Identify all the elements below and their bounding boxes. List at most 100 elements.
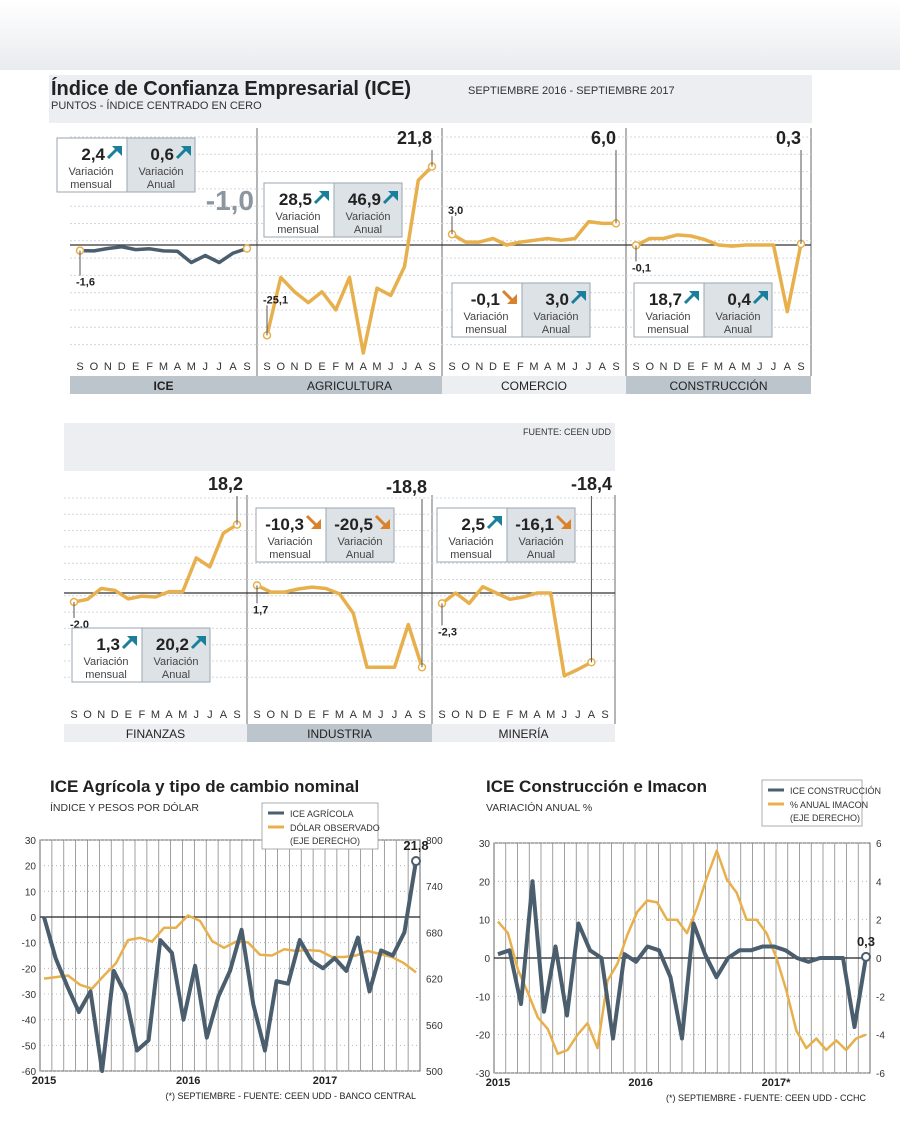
category-band — [257, 376, 442, 394]
left-axis-tick: -20 — [476, 1031, 491, 1042]
category-label: MINERÍA — [498, 726, 548, 741]
end-point-marker — [242, 244, 252, 253]
month-tick-label: M — [178, 709, 187, 721]
variation-mensual-label: Variación — [645, 311, 690, 323]
month-tick-label: S — [76, 361, 83, 373]
series-line-comercio — [451, 219, 616, 247]
month-tick-label: E — [132, 361, 139, 373]
variation-anual-label: Anual — [147, 179, 175, 191]
variation-mensual-value: -0,1 — [471, 290, 500, 309]
end-point-marker — [411, 856, 421, 867]
variation-anual-label: Variación — [138, 166, 183, 178]
left-axis-tick: -60 — [22, 1067, 37, 1078]
variation-anual-arrow-head — [576, 291, 586, 301]
month-tick-label: S — [233, 709, 240, 721]
month-tick-label: M — [187, 361, 196, 373]
series-line-ice — [79, 245, 248, 265]
variation-anual-label: Variación — [337, 536, 382, 548]
left-axis-tick: 0 — [484, 954, 490, 965]
legend-label-axis-note: (EJE DERECHO) — [290, 836, 360, 846]
series-line-finanzas — [73, 523, 238, 604]
variation-anual-arrow — [374, 514, 390, 529]
series-line-secondary — [43, 914, 417, 990]
category-band — [64, 724, 247, 742]
variation-anual-arrow — [555, 514, 571, 529]
series-line-construcción — [635, 233, 803, 314]
variation-anual-arrow-head — [388, 191, 398, 201]
variation-anual-arrow-head — [380, 519, 390, 529]
month-tick-label: N — [465, 709, 473, 721]
end-value-label: 0,3 — [776, 128, 801, 148]
month-tick-label: J — [586, 361, 592, 373]
legend-label-secondary: % ANUAL IMACON — [790, 800, 868, 810]
variation-anual-value: 0,4 — [727, 290, 751, 309]
variation-mensual-value: 2,5 — [461, 515, 485, 534]
month-tick-label: O — [461, 361, 470, 373]
end-value-label: -18,8 — [386, 477, 427, 497]
start-value-label: 3,0 — [448, 205, 463, 217]
right-axis-tick: 500 — [426, 1067, 443, 1078]
month-tick-label: S — [253, 709, 260, 721]
category-label: ICE — [153, 379, 173, 393]
month-tick-label: M — [741, 361, 750, 373]
variation-mensual-label: mensual — [647, 324, 689, 336]
variation-mensual-arrow — [313, 190, 329, 205]
bottom-chart-subtitle: VARIACIÓN ANUAL % — [486, 801, 592, 814]
x-axis-tick: 2016 — [628, 1077, 652, 1089]
month-tick-label: M — [345, 361, 354, 373]
variation-mensual-arrow — [683, 290, 699, 305]
source-label: FUENTE: CEEN UDD — [523, 427, 612, 437]
variation-anual-value: 46,9 — [348, 190, 381, 209]
end-value-label: 0,3 — [857, 934, 875, 949]
month-tick-label: O — [276, 361, 285, 373]
month-tick-label: O — [266, 709, 275, 721]
month-tick-label: A — [360, 361, 368, 373]
bottom-chart-title: ICE Construcción e Imacon — [486, 777, 707, 796]
category-label: CONSTRUCCIÓN — [670, 378, 768, 393]
end-value-label: 21,8 — [403, 838, 428, 853]
variation-mensual-value: 18,7 — [649, 290, 682, 309]
month-tick-label: D — [489, 361, 497, 373]
page-title: Índice de Confianza Empresarial (ICE) — [51, 77, 411, 100]
variation-mensual-arrow-head — [311, 519, 321, 529]
start-value-label: -0,1 — [632, 262, 651, 274]
month-tick-label: F — [701, 361, 708, 373]
variation-anual-label: Anual — [162, 669, 190, 681]
variation-mensual-label: Variación — [448, 536, 493, 548]
month-tick-label: M — [519, 709, 528, 721]
variation-anual-arrow-head — [758, 291, 768, 301]
month-tick-label: N — [475, 361, 483, 373]
series-line-primary — [42, 860, 418, 1073]
variation-box-anual-bg — [325, 507, 395, 563]
month-tick-label: M — [335, 709, 344, 721]
month-tick-label: E — [503, 361, 510, 373]
month-tick-label: J — [572, 361, 578, 373]
month-tick-label: D — [294, 709, 302, 721]
variation-anual-arrow-head — [561, 519, 571, 529]
legend-label-secondary: DÓLAR OBSERVADO — [290, 823, 380, 833]
month-tick-label: S — [601, 709, 608, 721]
footnote: (*) SEPTIEMBRE - FUENTE: CEEN UDD - BANC… — [165, 1091, 416, 1101]
category-band — [626, 376, 811, 394]
legend-label-primary: ICE AGRÍCOLA — [290, 809, 354, 819]
month-tick-label: F — [146, 361, 153, 373]
start-value-label: 1,7 — [253, 604, 268, 616]
left-axis-tick: -50 — [22, 1041, 37, 1052]
right-axis-tick: 740 — [426, 882, 443, 893]
month-tick-label: M — [557, 361, 566, 373]
series-line-agricultura — [265, 165, 434, 355]
variation-mensual-arrow-head — [112, 146, 122, 156]
month-tick-label: J — [207, 709, 213, 721]
month-tick-label: S — [438, 709, 445, 721]
end-value-label: 6,0 — [591, 128, 616, 148]
month-tick-label: M — [159, 361, 168, 373]
left-axis-tick: -40 — [22, 1016, 37, 1027]
right-axis-tick: 0 — [876, 954, 882, 965]
month-tick-label: A — [588, 709, 596, 721]
right-axis-tick: 680 — [426, 928, 443, 939]
month-tick-label: M — [529, 361, 538, 373]
left-axis-tick: -10 — [476, 992, 491, 1003]
month-tick-label: F — [139, 709, 146, 721]
variation-mensual-value: 28,5 — [279, 190, 312, 209]
variation-box-mensual-bg — [451, 282, 523, 338]
